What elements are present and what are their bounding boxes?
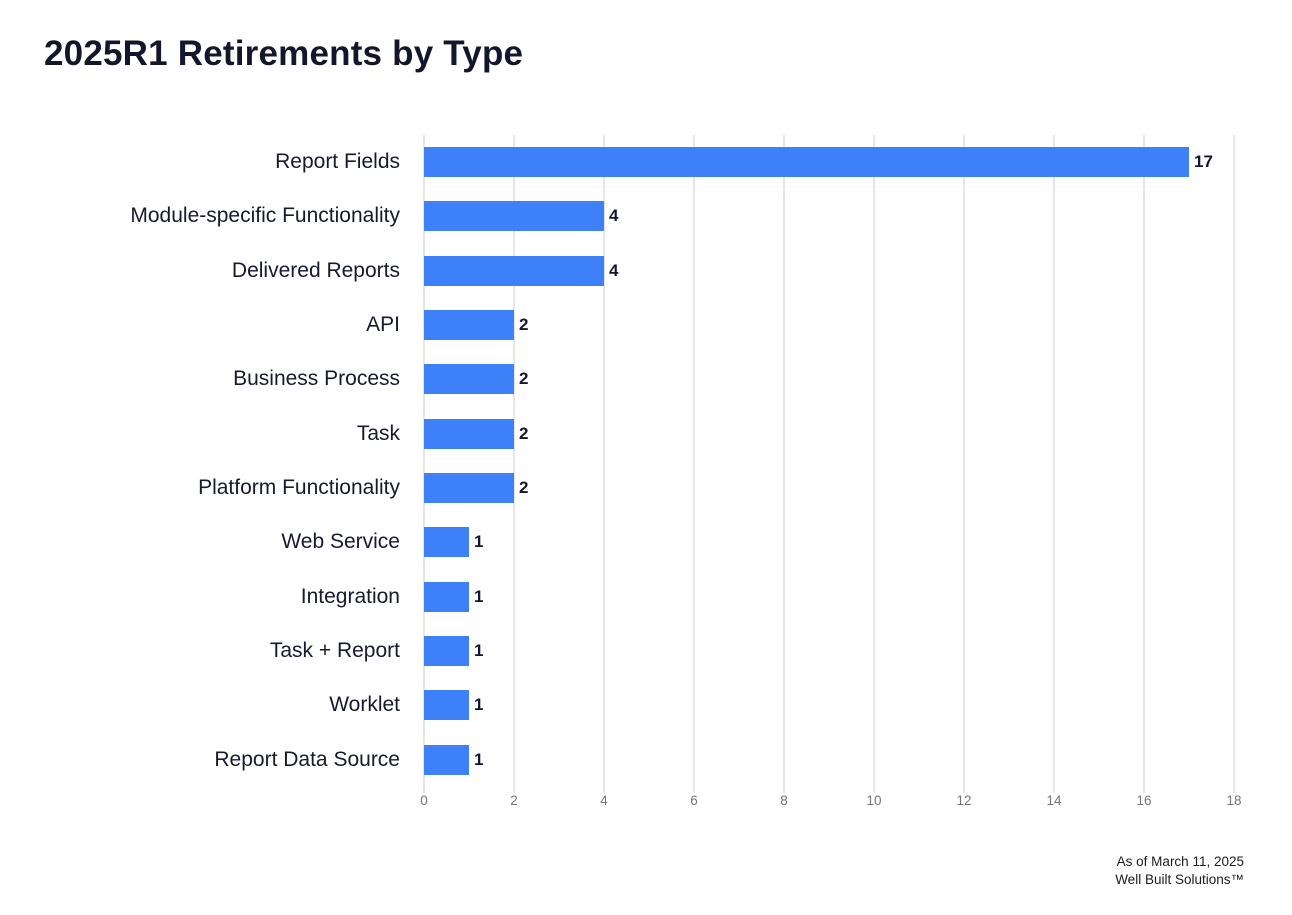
value-label: 1 [474,586,484,606]
gridline [783,135,785,793]
category-label: Web Service [281,530,400,554]
bar-row: Web Service 1 [0,515,1234,569]
bar-track: 2 [424,310,1234,341]
value-label: 2 [519,369,529,389]
gridline [1143,135,1145,793]
bar-track: 1 [424,744,1234,775]
category-label: API [366,313,400,337]
value-label: 1 [474,641,484,661]
category-label: Task [356,421,400,445]
bar [424,418,514,449]
value-label: 2 [519,315,529,335]
gridline [603,135,605,793]
bar-track: 1 [424,527,1234,558]
bar [424,527,469,558]
category-label: Business Process [233,367,400,391]
chart-title: 2025R1 Retirements by Type [44,34,524,73]
value-label: 1 [474,749,484,769]
gridline [873,135,875,793]
bar-track: 2 [424,364,1234,395]
x-tick-label: 16 [1136,793,1152,808]
bar-track: 1 [424,636,1234,667]
bar-row: Module-specific Functionality 4 [0,189,1234,243]
value-label: 1 [474,695,484,715]
bar [424,147,1189,178]
bar-track: 1 [424,690,1234,721]
bar-row: Report Fields 17 [0,135,1234,189]
x-tick-label: 6 [690,793,698,808]
gridline [513,135,515,793]
value-label: 2 [519,478,529,498]
bar [424,310,514,341]
bar [424,473,514,504]
footer-note: As of March 11, 2025 Well Built Solution… [1115,853,1244,889]
bar-rows-container: Report Fields 17 Module-specific Functiona… [0,135,1234,787]
category-label: Platform Functionality [198,476,400,500]
category-label: Task + Report [269,639,400,663]
x-tick-label: 12 [956,793,972,808]
bar-row: Integration 1 [0,570,1234,624]
gridline [423,135,425,793]
x-tick-label: 10 [866,793,882,808]
value-label: 17 [1194,152,1213,172]
bar [424,744,469,775]
plot-area [423,135,1235,793]
bar-track: 17 [424,147,1234,178]
x-tick-label: 0 [420,793,428,808]
value-label: 4 [609,260,619,280]
bar-row: Worklet 1 [0,678,1234,732]
bar-row: Task 2 [0,407,1234,461]
bar [424,690,469,721]
x-tick-label: 4 [600,793,608,808]
category-label: Report Data Source [214,747,400,771]
value-label: 4 [609,206,619,226]
gridline [1233,135,1235,793]
value-label: 2 [519,423,529,443]
bar [424,581,469,612]
value-label: 1 [474,532,484,552]
category-label: Module-specific Functionality [130,204,400,228]
x-axis: 0 2 4 6 8 10 12 14 16 18 [420,793,1241,813]
x-tick-label: 2 [510,793,518,808]
category-label: Delivered Reports [231,258,400,282]
bar-row: API 2 [0,298,1234,352]
category-label: Worklet [329,693,400,717]
bar-track: 4 [424,255,1234,286]
x-tick-label: 18 [1226,793,1242,808]
bar-row: Report Data Source 1 [0,733,1234,787]
bar [424,255,604,286]
footer-brand: Well Built Solutions™ [1115,871,1244,887]
bar-track: 2 [424,418,1234,449]
gridline [1053,135,1055,793]
bar-row: Business Process 2 [0,352,1234,406]
category-label: Integration [300,584,400,608]
bar-row: Task + Report 1 [0,624,1234,678]
bar-row: Delivered Reports 4 [0,244,1234,298]
gridline [962,135,965,793]
bar-track: 2 [424,473,1234,504]
x-tick-label: 14 [1046,793,1062,808]
category-label: Report Fields [275,150,400,174]
bar [424,364,514,395]
bar [424,201,604,232]
bar-row: Platform Functionality 2 [0,461,1234,515]
bar-track: 4 [424,201,1234,232]
x-tick-label: 8 [780,793,788,808]
footer-date: As of March 11, 2025 [1116,853,1244,869]
bar-track: 1 [424,581,1234,612]
bar [424,636,469,667]
gridline [692,135,695,793]
